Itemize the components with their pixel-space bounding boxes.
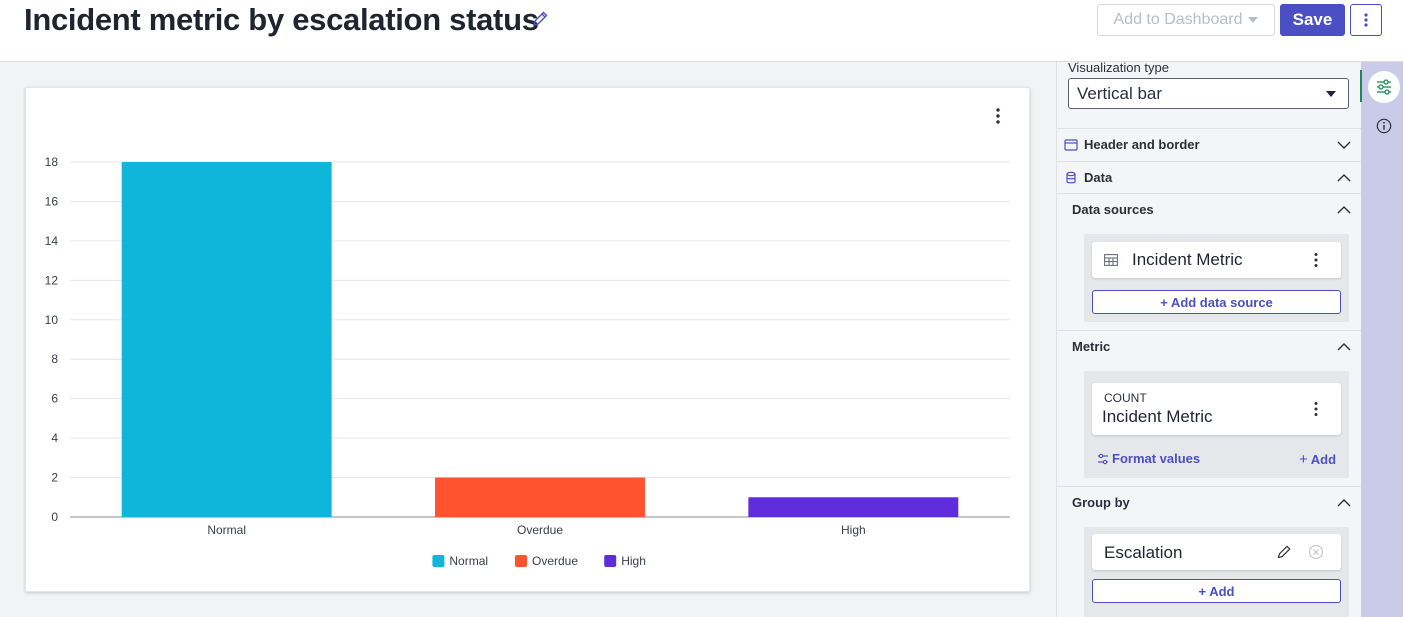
group-by-chip[interactable]: Escalation: [1092, 534, 1341, 570]
add-metric-label: Add: [1310, 452, 1337, 467]
y-tick-label: 4: [51, 431, 58, 445]
section-data[interactable]: Data: [1056, 161, 1361, 193]
y-tick-label: 0: [51, 510, 58, 524]
edit-pencil-icon[interactable]: [1276, 544, 1292, 560]
add-data-source-button[interactable]: + Add data source: [1092, 290, 1341, 314]
y-tick-label: 12: [45, 273, 59, 287]
section-header-and-border[interactable]: Header and border: [1056, 128, 1361, 160]
bar-high[interactable]: [748, 497, 959, 517]
bar-chart: 0 2 4 6 8 10 12 14 16 18 Normal Overdue High Normal Ov…: [45, 155, 1010, 568]
add-to-dashboard-label: Add to Dashboard: [1113, 11, 1243, 28]
data-source-name: Incident Metric: [1132, 250, 1243, 269]
section-metric-label: Metric: [1072, 339, 1111, 354]
sliders-icon: [1377, 79, 1391, 95]
y-tick-label: 18: [45, 155, 59, 169]
y-tick-label: 8: [51, 352, 58, 366]
section-data-sources-label: Data sources: [1072, 202, 1154, 217]
chevron-down-icon: [1326, 91, 1336, 97]
config-panel: [1056, 62, 1361, 617]
add-metric-link[interactable]: + Add: [1299, 451, 1336, 468]
visualization-type-label: Visualization type: [1068, 60, 1169, 75]
visualization-type-value: Vertical bar: [1077, 83, 1163, 103]
chart-menu-icon[interactable]: [988, 106, 1008, 126]
section-group-by-label: Group by: [1072, 495, 1130, 510]
metric-aggregation: COUNT: [1104, 391, 1147, 405]
header-border-icon: [1064, 139, 1078, 151]
chevron-up-icon: [1337, 499, 1351, 507]
chevron-up-icon: [1337, 174, 1351, 182]
legend-swatch: [515, 555, 527, 567]
bar-overdue[interactable]: [435, 477, 645, 517]
sliders-icon: [1098, 453, 1108, 464]
section-data-sources[interactable]: Data sources: [1056, 193, 1361, 225]
more-options-button[interactable]: [1350, 4, 1382, 36]
save-button[interactable]: Save: [1280, 4, 1345, 36]
section-group-by[interactable]: Group by: [1056, 486, 1361, 518]
remove-circle-icon[interactable]: [1308, 544, 1324, 560]
database-icon: [1066, 171, 1076, 184]
more-vertical-icon: [1364, 13, 1368, 27]
chevron-up-icon: [1337, 343, 1351, 351]
legend-label[interactable]: Normal: [449, 554, 488, 568]
edit-title-pencil-icon[interactable]: [531, 10, 549, 28]
table-icon: [1104, 254, 1118, 266]
y-tick-label: 6: [51, 392, 58, 406]
y-tick-label: 16: [45, 194, 59, 208]
section-data-label: Data: [1084, 170, 1113, 185]
data-source-menu-icon[interactable]: [1308, 252, 1324, 268]
chevron-up-icon: [1337, 206, 1351, 214]
chevron-down-icon: [1248, 17, 1259, 23]
x-tick-label: Overdue: [517, 523, 563, 537]
chevron-down-icon: [1337, 141, 1351, 149]
legend-label[interactable]: Overdue: [532, 554, 578, 568]
side-rail: [1361, 62, 1403, 617]
page-title: Incident metric by escalation status: [24, 2, 539, 37]
active-tab-marker: [1360, 70, 1362, 102]
top-bar: Incident metric by escalation status Add…: [0, 0, 1403, 62]
configuration-tab[interactable]: [1368, 71, 1400, 103]
y-tick-label: 10: [45, 313, 59, 327]
add-to-dashboard-button[interactable]: Add to Dashboard: [1097, 4, 1275, 36]
data-source-chip[interactable]: Incident Metric: [1092, 242, 1341, 278]
format-values-label: Format values: [1112, 451, 1201, 466]
format-values-link[interactable]: Format values: [1097, 451, 1200, 466]
info-icon[interactable]: [1376, 118, 1392, 134]
plus-icon: +: [1299, 451, 1308, 468]
add-group-by-button[interactable]: + Add: [1092, 579, 1341, 603]
section-header-and-border-label: Header and border: [1084, 137, 1200, 152]
metric-chip[interactable]: COUNT Incident Metric: [1092, 383, 1341, 435]
x-tick-label: High: [841, 523, 866, 537]
x-tick-label: Normal: [207, 523, 246, 537]
y-tick-label: 14: [45, 234, 59, 248]
section-metric[interactable]: Metric: [1056, 330, 1361, 362]
group-by-field: Escalation: [1104, 543, 1183, 562]
bar-normal[interactable]: [121, 162, 332, 517]
metric-menu-icon[interactable]: [1308, 401, 1324, 417]
metric-name: Incident Metric: [1102, 407, 1213, 426]
y-tick-label: 2: [51, 471, 58, 485]
legend-swatch: [604, 555, 617, 567]
visualization-type-select[interactable]: Vertical bar: [1068, 78, 1349, 109]
legend-swatch: [432, 555, 445, 567]
legend-label[interactable]: High: [621, 554, 646, 568]
